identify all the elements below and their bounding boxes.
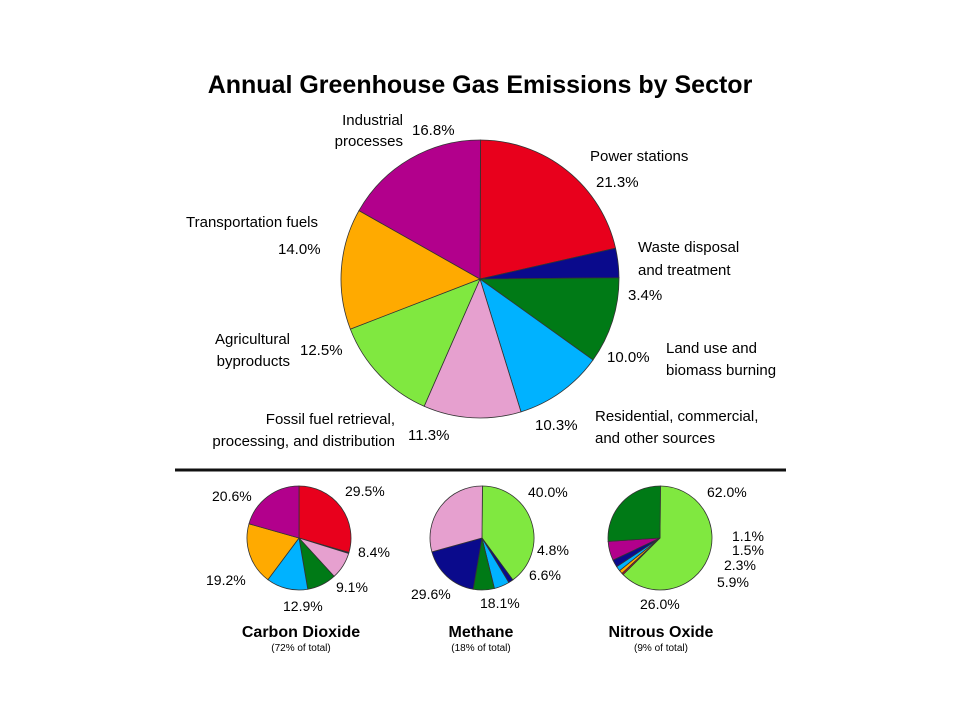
main-slice-3 xyxy=(479,277,594,413)
main-labels: Industrial processes 16.8% Power station… xyxy=(186,112,776,450)
co2-slice-5 xyxy=(246,523,300,581)
methane-slice-4 xyxy=(431,537,483,590)
value-industrial: 16.8% xyxy=(412,122,455,139)
methane-title: Methane xyxy=(449,624,514,641)
co2-value-residential: 12.9% xyxy=(283,598,323,614)
value-agri: 12.5% xyxy=(300,342,343,359)
co2-slice-6 xyxy=(248,485,300,539)
n2o-value-industrial: 5.9% xyxy=(717,574,749,590)
label-agri-line2: byproducts xyxy=(217,353,290,370)
chart-title: Annual Greenhouse Gas Emissions by Secto… xyxy=(208,71,753,99)
label-land-line2: biomass burning xyxy=(666,362,776,379)
value-fossil: 11.3% xyxy=(408,427,449,444)
methane-value-waste: 18.1% xyxy=(480,595,520,611)
methane-note: (18% of total) xyxy=(451,643,510,654)
main-slice-5 xyxy=(349,278,481,407)
main-slice-4 xyxy=(423,277,522,419)
label-waste-line2: and treatment xyxy=(638,262,731,279)
co2-value-industrial: 20.6% xyxy=(212,488,252,504)
co2-note: (72% of total) xyxy=(271,643,330,654)
label-power: Power stations xyxy=(590,148,688,165)
co2-value-land: 9.1% xyxy=(336,579,368,595)
main-slice-2 xyxy=(478,277,620,361)
label-agri-line1: Agricultural xyxy=(215,331,290,348)
n2o-value-agri: 62.0% xyxy=(707,484,747,500)
label-fossil-line1: Fossil fuel retrieval, xyxy=(266,411,395,428)
main-slice-0 xyxy=(479,139,617,280)
co2-value-transport: 19.2% xyxy=(206,572,246,588)
n2o-slice-0 xyxy=(622,485,713,591)
label-industrial-line2: processes xyxy=(335,133,403,150)
label-industrial-line1: Industrial xyxy=(342,112,403,129)
main-slice-7 xyxy=(358,139,481,280)
n2o-labels: 62.0% 1.1% 1.5% 2.3% 5.9% 26.0% Nitrous … xyxy=(609,484,764,654)
co2-pie xyxy=(246,485,352,591)
n2o-title: Nitrous Oxide xyxy=(609,624,714,641)
value-residential: 10.3% xyxy=(535,417,578,434)
label-residential-line1: Residential, commercial, xyxy=(595,408,758,425)
co2-title: Carbon Dioxide xyxy=(242,624,360,641)
methane-slice-5 xyxy=(429,485,483,553)
main-slice-6 xyxy=(340,210,481,330)
co2-value-fossil: 8.4% xyxy=(358,544,390,560)
methane-value-fossil: 29.6% xyxy=(411,586,451,602)
label-waste-line1: Waste disposal xyxy=(638,239,739,256)
n2o-value-land: 26.0% xyxy=(640,596,680,612)
co2-slice-0 xyxy=(298,485,352,554)
methane-labels: 40.0% 4.8% 6.6% 18.1% 29.6% Methane (18%… xyxy=(411,484,569,654)
n2o-value-transport: 1.1% xyxy=(732,528,764,544)
label-land-line1: Land use and xyxy=(666,340,757,357)
value-transport: 14.0% xyxy=(278,241,321,258)
label-residential-line2: and other sources xyxy=(595,430,715,447)
methane-slice-0 xyxy=(481,485,535,581)
label-transport: Transportation fuels xyxy=(186,214,318,231)
n2o-pie xyxy=(607,485,713,591)
n2o-value-residential: 1.5% xyxy=(732,542,764,558)
n2o-value-waste: 2.3% xyxy=(724,557,756,573)
n2o-slice-6 xyxy=(607,485,661,542)
value-waste: 3.4% xyxy=(628,287,662,304)
methane-value-residential: 4.8% xyxy=(537,542,569,558)
co2-labels: 20.6% 29.5% 8.4% 9.1% 12.9% 19.2% Carbon… xyxy=(206,483,390,654)
methane-value-land: 6.6% xyxy=(529,567,561,583)
methane-value-agri: 40.0% xyxy=(528,484,568,500)
value-power: 21.3% xyxy=(596,174,639,191)
value-land: 10.0% xyxy=(607,349,650,366)
label-fossil-line2: processing, and distribution xyxy=(212,433,395,450)
n2o-note: (9% of total) xyxy=(634,643,688,654)
main-pie xyxy=(340,139,620,419)
methane-pie xyxy=(429,485,535,591)
co2-value-power: 29.5% xyxy=(345,483,385,499)
